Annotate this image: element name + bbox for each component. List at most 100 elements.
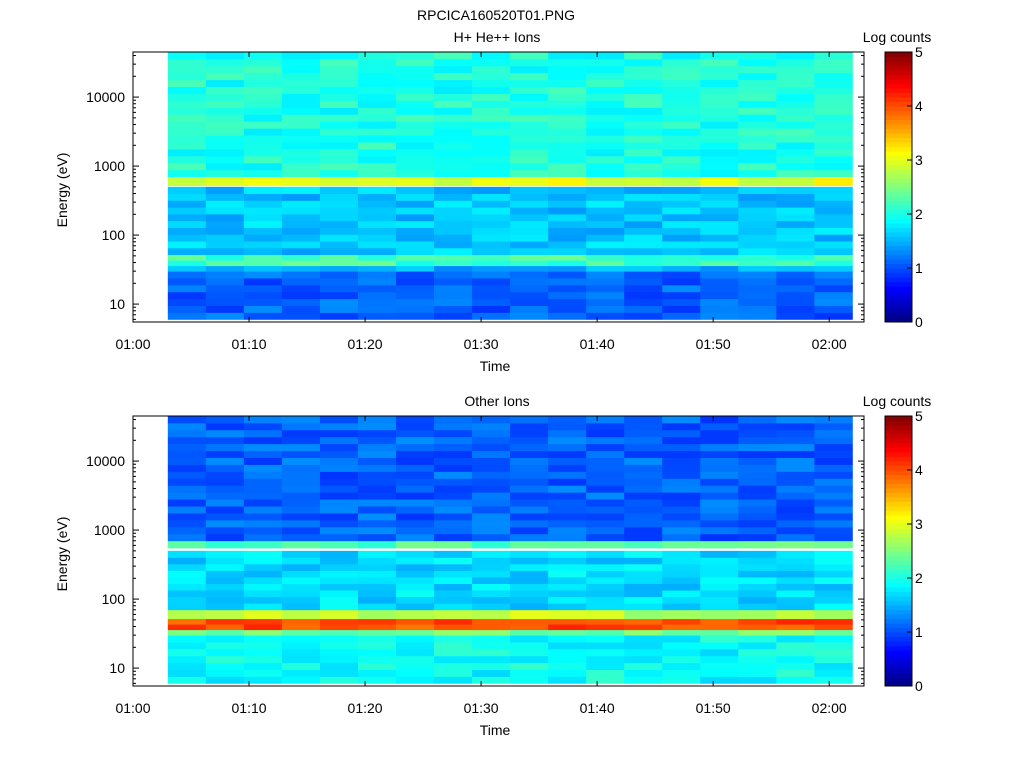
heatmap-cell (281, 169, 321, 178)
heatmap-cell (738, 618, 777, 625)
colorbar-segment (885, 281, 912, 287)
heatmap-cell (167, 65, 207, 74)
colorbar-segment (885, 420, 912, 426)
heatmap-cell (281, 416, 321, 424)
heatmap-cell (548, 72, 587, 81)
heatmap-cell (586, 220, 625, 228)
heatmap-cell (167, 312, 207, 320)
heatmap-cell (205, 227, 245, 235)
heatmap-cell (167, 305, 207, 313)
heatmap-cell (205, 135, 245, 143)
heatmap-cell (776, 609, 815, 620)
heatmap-cell (357, 142, 397, 150)
heatmap-cell (396, 177, 435, 187)
heatmap-cell (243, 142, 283, 150)
heatmap-cell (624, 254, 663, 261)
heatmap-cell (396, 93, 435, 101)
heatmap-cell (281, 642, 321, 650)
heatmap-cell (434, 429, 473, 438)
heatmap-cell (319, 526, 359, 535)
heatmap-cell (167, 618, 207, 625)
heatmap-cell (662, 58, 701, 67)
heatmap-cell (662, 305, 701, 313)
colorbar-tick-label: 0 (915, 314, 923, 330)
heatmap-cell (662, 533, 701, 542)
heatmap-cell (586, 526, 625, 535)
heatmap-cell (814, 624, 853, 631)
heatmap-cell (434, 284, 473, 293)
heatmap-cell (319, 79, 359, 88)
heatmap-cell (776, 624, 815, 631)
heatmap-cell (281, 93, 321, 101)
heatmap-cell (243, 635, 283, 643)
heatmap-cell (472, 162, 511, 171)
heatmap-cell (548, 513, 587, 521)
heatmap-cell (357, 570, 397, 578)
heatmap-cell (624, 519, 663, 528)
heatmap-cell (167, 142, 207, 150)
heatmap-cell (319, 533, 359, 542)
heatmap-cell (434, 533, 473, 542)
heatmap-cell (510, 596, 549, 604)
heatmap-cell (434, 540, 473, 549)
heatmap-cell (472, 169, 511, 178)
heatmap-cell (814, 72, 853, 81)
heatmap-cell (319, 570, 359, 578)
heatmap-cell (738, 519, 777, 528)
heatmap-cell (510, 312, 549, 320)
heatmap-cell (472, 207, 511, 215)
heatmap-cell (434, 247, 473, 256)
heatmap-cell (281, 429, 321, 438)
heatmap-cell (814, 662, 853, 671)
heatmap-cell (319, 58, 359, 67)
heatmap-cell (357, 298, 397, 307)
heatmap-cell (738, 648, 777, 657)
heatmap-cell (434, 629, 473, 636)
heatmap-cell (396, 596, 435, 604)
heatmap-cell (700, 443, 739, 452)
heatmap-cell (814, 254, 853, 261)
heatmap-cell (319, 635, 359, 643)
heatmap-cell (319, 121, 359, 129)
heatmap-cell (319, 100, 359, 108)
heatmap-cell (396, 669, 435, 677)
heatmap-cell (700, 121, 739, 129)
heatmap-cell (776, 291, 815, 300)
colorbar-segment (885, 74, 912, 80)
heatmap-cell (243, 291, 283, 300)
heatmap-cell (357, 450, 397, 458)
heatmap-cell (814, 58, 853, 67)
heatmap-cell (357, 271, 397, 279)
heatmap-cell (814, 550, 853, 558)
colorbar-segment (885, 169, 912, 174)
heatmap-cell (662, 513, 701, 521)
heatmap-cell (586, 162, 625, 171)
heatmap-cell (624, 422, 663, 431)
heatmap-cell (738, 100, 777, 108)
heatmap-cell (434, 416, 473, 424)
heatmap-cell (472, 247, 511, 256)
heatmap-cell (624, 590, 663, 598)
heatmap-cell (472, 570, 511, 578)
heatmap-cell (510, 533, 549, 542)
heatmap-cell (738, 596, 777, 604)
heatmap-cell (814, 312, 853, 320)
heatmap-cell (396, 563, 435, 571)
heatmap-cell (243, 284, 283, 293)
heatmap-cell (357, 422, 397, 431)
heatmap-cell (738, 577, 777, 584)
colorbar-frame (884, 51, 913, 323)
colorbar-segment (885, 497, 912, 502)
heatmap-cell (586, 642, 625, 650)
heatmap-cell (243, 583, 283, 591)
heatmap-cell (472, 149, 511, 157)
heatmap-cell (776, 478, 815, 486)
heatmap-cell (434, 557, 473, 565)
heatmap-cell (434, 72, 473, 81)
heatmap-cell (700, 271, 739, 279)
heatmap-cell (396, 603, 435, 611)
heatmap-cell (776, 485, 815, 493)
heatmap-cell (472, 603, 511, 611)
heatmap-cell (243, 629, 283, 636)
heatmap-cell (548, 596, 587, 604)
